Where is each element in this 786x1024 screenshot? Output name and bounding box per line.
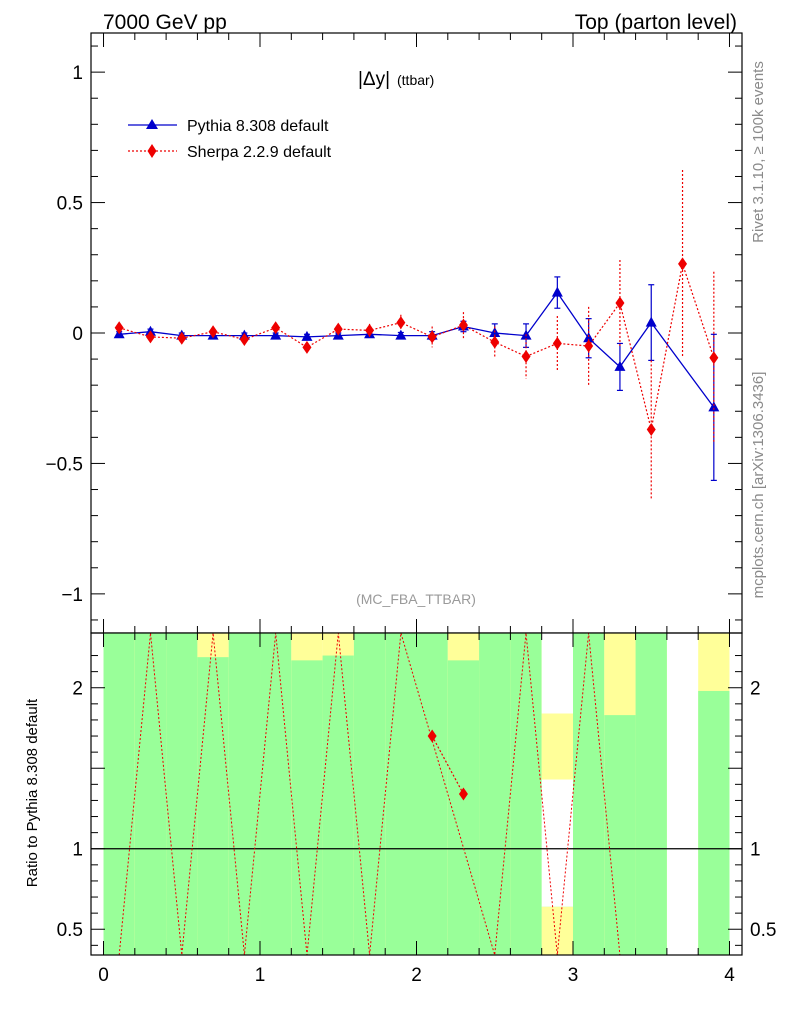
data-point-diamond bbox=[365, 323, 375, 337]
ratio-xtick-label: 1 bbox=[255, 965, 266, 986]
data-point-triangle bbox=[395, 329, 407, 340]
data-point-diamond bbox=[208, 325, 218, 339]
chart-title-sub: (ttbar) bbox=[397, 72, 434, 88]
main-ytick-label: 0 bbox=[72, 324, 83, 345]
band-green bbox=[166, 633, 198, 955]
header-left: 7000 GeV pp bbox=[103, 11, 227, 34]
ratio-data-point-diamond bbox=[458, 787, 468, 801]
ratio-xtick-label: 3 bbox=[568, 965, 579, 986]
band-green bbox=[103, 633, 135, 955]
ratio-ytick-label: 0.5 bbox=[57, 920, 83, 941]
chart-title: |Δy| bbox=[358, 69, 390, 90]
data-point-diamond bbox=[521, 349, 531, 363]
legend-sherpa-label: Sherpa 2.2.9 default bbox=[187, 144, 332, 161]
band-green bbox=[416, 633, 448, 955]
data-point-triangle bbox=[583, 332, 595, 343]
data-point-diamond bbox=[271, 321, 281, 335]
band-green bbox=[698, 690, 730, 955]
band-gap bbox=[541, 633, 573, 714]
series-line bbox=[119, 261, 715, 430]
band-green bbox=[260, 633, 292, 955]
data-point-diamond bbox=[490, 335, 500, 349]
data-point-diamond bbox=[552, 336, 562, 350]
ratio-ytick-label-right: 0.5 bbox=[750, 920, 776, 941]
data-point-diamond bbox=[615, 296, 625, 310]
legend-sherpa-marker bbox=[147, 144, 157, 158]
ratio-panel: 0.5 0.5 1 1 2 2 0 1 2 3 4 Ratio to Pythia 8.308 de… bbox=[24, 632, 776, 986]
data-point-diamond bbox=[239, 333, 249, 347]
ratio-data-point-diamond bbox=[427, 729, 437, 743]
band-green bbox=[635, 633, 667, 955]
analysis-watermark: (MC_FBA_TTBAR) bbox=[356, 591, 476, 607]
data-point-diamond bbox=[427, 330, 437, 344]
ratio-xtick-label: 0 bbox=[98, 965, 109, 986]
data-point-triangle bbox=[270, 329, 282, 340]
ratio-ticks: 0.5 0.5 1 1 2 2 0 1 2 3 4 bbox=[57, 633, 776, 986]
series-line bbox=[119, 291, 715, 408]
ratio-series-line bbox=[431, 735, 464, 795]
main-ticks: −1 −0.5 0 0.5 1 bbox=[45, 33, 742, 633]
band-green bbox=[322, 655, 354, 955]
data-point-triangle bbox=[551, 286, 563, 297]
ratio-ytick-label: 1 bbox=[72, 840, 83, 861]
band-yellow-patch bbox=[541, 713, 573, 780]
rivet-label: Rivet 3.1.10, ≥ 100k events bbox=[750, 61, 767, 243]
ratio-ytick-label-right: 1 bbox=[750, 840, 761, 861]
ratio-ytick-label: 2 bbox=[72, 679, 83, 700]
data-point-diamond bbox=[709, 351, 719, 365]
main-panel: −1−0.500.51 |Δy| (ttbar) (MC_FBA_TTBAR) … bbox=[45, 32, 743, 634]
band-green bbox=[572, 633, 605, 955]
data-point-diamond bbox=[177, 331, 187, 345]
band-yellow-patch bbox=[541, 906, 573, 955]
data-point-diamond bbox=[145, 330, 155, 344]
header-right: Top (parton level) bbox=[575, 11, 737, 34]
legend-pythia-label: Pythia 8.308 default bbox=[187, 118, 329, 135]
data-point-diamond bbox=[646, 423, 656, 437]
data-point-diamond bbox=[302, 340, 312, 354]
ratio-xtick-label: 2 bbox=[411, 965, 422, 986]
band-green bbox=[197, 657, 229, 955]
data-point-triangle bbox=[708, 401, 720, 412]
data-point-diamond bbox=[458, 318, 468, 332]
data-point-diamond bbox=[584, 339, 594, 353]
ratio-xtick-label: 4 bbox=[724, 965, 735, 986]
ratio-ytick-label-right: 2 bbox=[750, 679, 761, 700]
band-green bbox=[291, 660, 323, 955]
band-green bbox=[228, 633, 261, 955]
data-point-diamond bbox=[114, 321, 124, 335]
band-green bbox=[604, 715, 636, 955]
band-green bbox=[385, 633, 417, 955]
band-green bbox=[510, 633, 542, 955]
band-green bbox=[479, 633, 511, 955]
band-green bbox=[447, 660, 480, 955]
main-ytick-label: −1 bbox=[61, 585, 83, 606]
data-point-triangle bbox=[645, 316, 657, 327]
main-ytick-label: −0.5 bbox=[45, 454, 83, 475]
main-ytick-label: 0.5 bbox=[57, 194, 83, 215]
legend-pythia-marker bbox=[146, 119, 158, 129]
ratio-bands bbox=[103, 633, 730, 955]
mcplots-label: mcplots.cern.ch [arXiv:1306.3436] bbox=[750, 372, 767, 599]
data-point-diamond bbox=[333, 322, 343, 336]
data-point-diamond bbox=[678, 257, 688, 271]
main-ytick-label: 1 bbox=[72, 63, 83, 84]
data-point-triangle bbox=[614, 360, 626, 371]
data-point-diamond bbox=[396, 316, 406, 330]
ratio-ylabel: Ratio to Pythia 8.308 default bbox=[24, 698, 41, 887]
data-point-triangle bbox=[301, 330, 313, 341]
ratio-frame bbox=[90, 632, 743, 956]
main-series bbox=[113, 169, 720, 499]
band-green bbox=[134, 633, 167, 955]
band-green bbox=[353, 633, 386, 955]
legend: Pythia 8.308 default Sherpa 2.2.9 defaul… bbox=[128, 118, 332, 161]
